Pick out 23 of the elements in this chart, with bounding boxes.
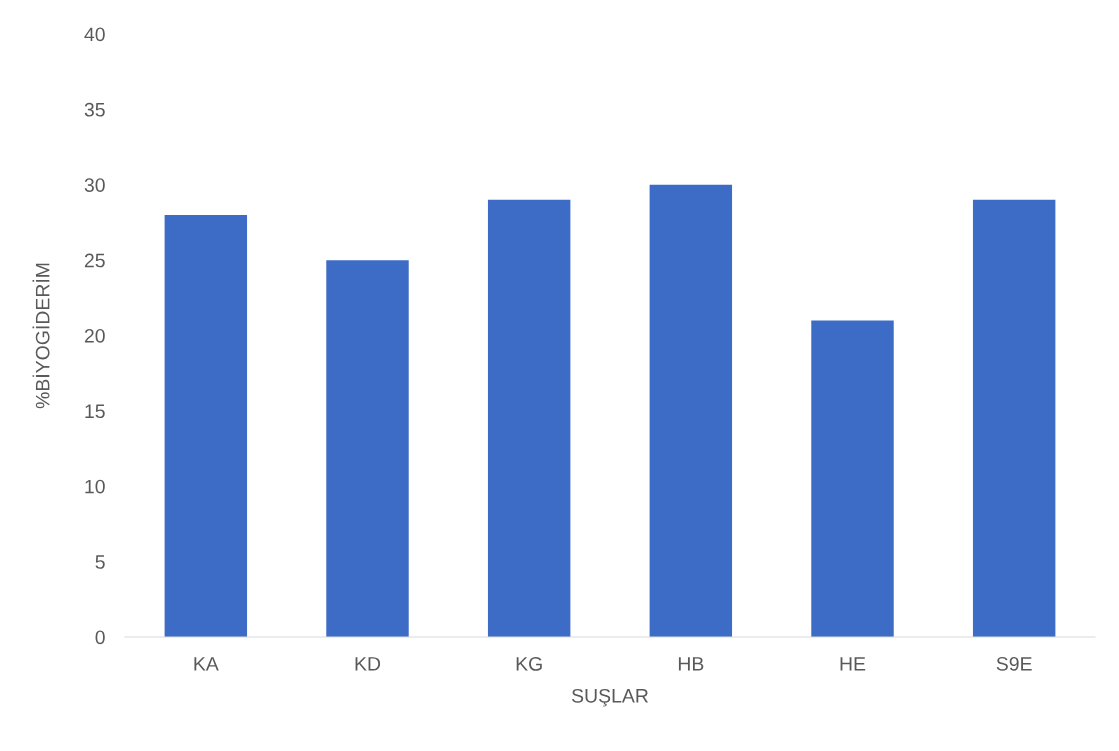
x-tick-label: KA bbox=[194, 657, 219, 671]
x-tick-label: HE bbox=[840, 657, 866, 671]
bar bbox=[811, 320, 894, 637]
x-tick-label: KG bbox=[516, 656, 542, 671]
y-tick-label: 40 bbox=[84, 27, 105, 42]
bar bbox=[649, 184, 733, 637]
bar bbox=[326, 260, 409, 637]
y-tick-label: 10 bbox=[85, 479, 105, 494]
x-axis-title: SUŞLAR bbox=[571, 688, 648, 707]
bar bbox=[487, 199, 571, 637]
x-tick-label: S9E bbox=[996, 656, 1032, 671]
y-tick-label: 15 bbox=[85, 404, 105, 419]
y-tick-label: 20 bbox=[84, 328, 105, 343]
y-tick-label: 30 bbox=[84, 178, 105, 192]
y-tick-label: 0 bbox=[95, 630, 105, 645]
y-tick-label: 25 bbox=[84, 253, 105, 268]
y-axis-title: %BİYOGİDERİM bbox=[32, 263, 50, 409]
bar bbox=[164, 214, 248, 637]
x-tick-label: KD bbox=[355, 657, 381, 671]
y-tick-label: 5 bbox=[95, 555, 105, 569]
y-tick-label: 35 bbox=[84, 102, 105, 117]
bar bbox=[972, 199, 1056, 637]
x-tick-label: HB bbox=[678, 657, 704, 671]
